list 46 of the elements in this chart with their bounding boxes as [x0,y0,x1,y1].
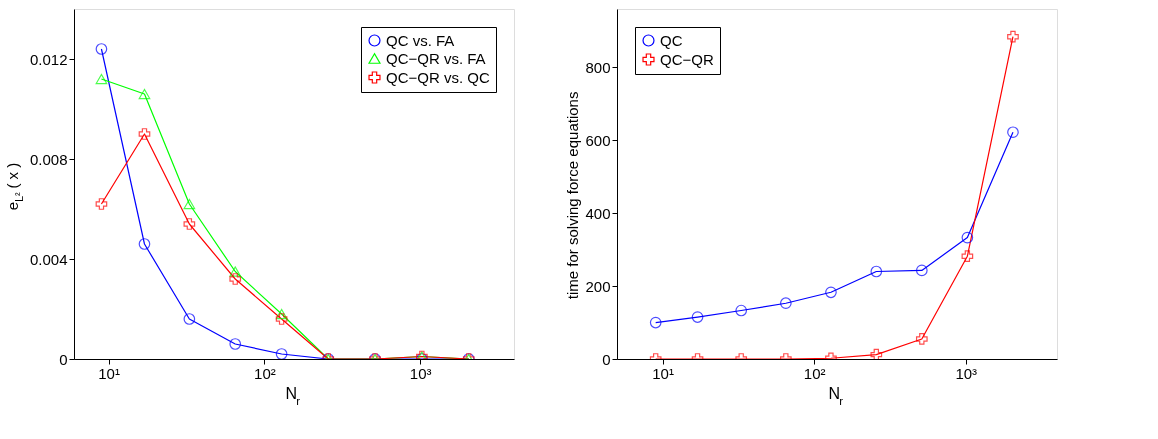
point [229,338,242,350]
point [870,348,883,359]
point [183,198,196,210]
legend-label: QC−QR [660,50,714,68]
point [1007,30,1019,43]
x-tick-label: 10¹ [98,364,120,382]
point [961,231,974,244]
legend-label: QC−QR vs. FA [386,49,486,67]
y-axis-title: time for solving force equations [563,91,581,300]
legend-label: QC [660,31,683,49]
point [779,297,792,310]
point [275,308,288,320]
y-tick-label: 800 [585,58,611,76]
point [138,238,151,250]
y-tick-label: 600 [585,131,611,149]
point [138,88,151,100]
point [183,218,196,230]
y-tick-label: 200 [585,277,611,295]
x-tick-label: 10³ [955,364,978,382]
point [961,250,974,263]
x-tick-label: 10¹ [652,364,674,382]
point [915,264,928,277]
point [229,266,242,277]
x-tick-label: 10³ [409,364,432,382]
y-tick-label: 400 [585,204,611,222]
x-tick-label: 10² [254,364,276,382]
point [870,265,883,278]
y-tick-label: 0 [602,350,611,368]
point [138,128,151,140]
y-tick-label: 0.004 [29,250,68,268]
point [735,304,748,317]
point [183,313,196,325]
point [275,348,288,359]
point [691,311,704,323]
point [1007,126,1019,139]
y-tick-label: 0.008 [29,150,68,168]
legend-label: QC vs. FA [386,31,455,49]
legend-label: QC−QR vs. QC [386,68,490,86]
y-tick-label: 0.012 [29,50,68,68]
y-tick-label: 0 [59,350,68,368]
y-axis-title: eL² ( x ) [3,162,25,211]
point [915,333,928,345]
x-tick-label: 10² [803,364,826,382]
point [275,313,288,325]
point [229,273,242,285]
point [825,286,837,299]
